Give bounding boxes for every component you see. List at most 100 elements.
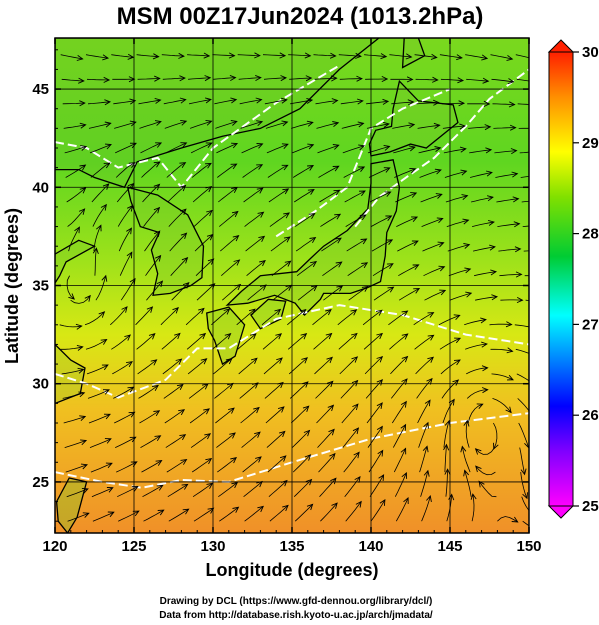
streamline <box>346 238 367 252</box>
streamline <box>214 383 234 399</box>
streamline <box>519 447 525 475</box>
streamline <box>471 196 493 203</box>
streamline-arrowhead <box>427 334 435 341</box>
streamline-arrowhead <box>401 471 408 479</box>
streamline <box>115 142 137 154</box>
streamline <box>191 458 212 473</box>
streamline <box>165 434 186 448</box>
streamline <box>164 409 185 424</box>
streamline-arrowhead <box>255 97 263 104</box>
streamline <box>342 427 359 448</box>
streamline-arrowhead <box>453 359 461 366</box>
streamline-arrowhead <box>485 170 493 177</box>
streamline <box>192 186 212 203</box>
streamline <box>475 447 495 455</box>
streamline <box>490 54 513 60</box>
streamline <box>394 472 407 497</box>
streamline-arrowhead <box>253 406 260 414</box>
streamline <box>466 367 488 375</box>
streamline-arrowhead <box>422 445 429 453</box>
streamline <box>319 478 337 497</box>
streamline-arrowhead <box>384 191 392 197</box>
streamline-arrowhead <box>181 483 189 490</box>
streamline <box>196 283 215 301</box>
streamline <box>65 164 86 178</box>
streamline <box>160 307 179 326</box>
streamline-arrowhead <box>331 502 338 509</box>
streamline-arrowhead <box>230 97 238 104</box>
streamline-arrowhead <box>520 468 527 476</box>
streamline <box>363 333 383 350</box>
streamline <box>136 54 159 58</box>
colorbar-bar <box>548 51 574 507</box>
x-tick-label: 130 <box>200 538 225 555</box>
streamline-arrowhead <box>75 323 83 330</box>
streamline <box>498 248 521 252</box>
streamline-arrowhead <box>156 280 164 288</box>
streamline <box>66 275 75 300</box>
streamline <box>168 208 187 227</box>
streamline-arrowhead <box>254 431 261 438</box>
streamline <box>343 452 360 473</box>
streamline-arrowhead <box>438 265 446 272</box>
streamline-arrowhead <box>274 308 282 316</box>
streamline <box>268 188 289 203</box>
streamline <box>439 54 462 59</box>
streamline <box>464 319 486 326</box>
streamline <box>110 306 128 326</box>
streamline-arrowhead <box>306 97 314 104</box>
streamline <box>445 195 468 203</box>
streamline <box>347 262 368 277</box>
streamline-arrowhead <box>361 285 369 292</box>
streamline <box>119 252 133 276</box>
streamline <box>117 205 133 227</box>
streamline <box>189 120 212 129</box>
streamline-arrowhead <box>432 76 439 83</box>
streamline-arrowhead <box>106 487 114 493</box>
streamline-arrowhead <box>207 258 215 265</box>
streamline <box>140 435 161 448</box>
streamline <box>443 420 450 448</box>
streamline <box>143 207 160 227</box>
streamline <box>472 221 494 227</box>
streamline-arrowhead <box>231 142 239 149</box>
streamline-arrowhead <box>515 271 523 278</box>
streamline-arrowhead <box>152 384 159 392</box>
streamline <box>515 348 529 354</box>
streamline <box>314 77 337 80</box>
streamline-arrowhead <box>302 405 310 412</box>
streamline-arrowhead <box>276 357 283 364</box>
streamline-arrowhead <box>230 163 238 170</box>
streamline <box>244 211 264 227</box>
streamline-arrowhead <box>180 232 188 240</box>
streamline-arrowhead <box>282 188 290 195</box>
mainland-north-coastline <box>55 38 380 189</box>
streamline-arrowhead <box>433 99 440 106</box>
streamline <box>292 165 314 178</box>
streamline-arrowhead <box>180 119 188 126</box>
x-axis-label: Longitude (degrees) <box>205 560 378 580</box>
streamline <box>186 333 206 350</box>
streamline <box>515 54 529 59</box>
streamline-arrowhead <box>103 162 111 169</box>
shandong-coastline <box>55 239 97 285</box>
streamline-arrowhead <box>250 357 258 364</box>
streamline <box>516 373 529 382</box>
streamline-arrowhead <box>80 145 88 151</box>
streamline <box>241 431 261 448</box>
streamline-arrowhead <box>481 387 489 394</box>
streamline-arrowhead <box>303 429 311 437</box>
streamline <box>395 192 417 203</box>
streamline-arrowhead <box>103 413 111 420</box>
streamline-arrowhead <box>357 121 365 128</box>
streamline-arrowhead <box>386 239 394 245</box>
streamline-arrowhead <box>79 100 86 107</box>
streamline-arrowhead <box>284 260 292 267</box>
streamline-arrowhead <box>228 52 236 59</box>
streamline <box>421 495 431 522</box>
streamline-arrowhead <box>355 500 362 508</box>
streamline <box>222 284 241 301</box>
streamline <box>120 278 136 301</box>
streamline <box>138 385 159 399</box>
streamline-arrowhead <box>205 119 213 126</box>
